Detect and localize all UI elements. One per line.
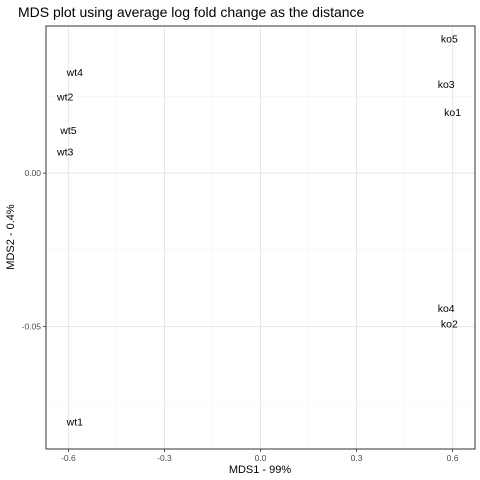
x-tick-label: 0.0 [255, 453, 267, 463]
point-label-wt1: wt1 [66, 416, 84, 428]
point-label-ko1: ko1 [444, 107, 461, 119]
point-label-ko3: ko3 [438, 79, 455, 91]
x-tick-label: -0.6 [61, 453, 76, 463]
point-label-ko5: ko5 [441, 33, 458, 45]
x-tick-label: 0.6 [447, 453, 459, 463]
axis-ticks: -0.6 -0.3 0.0 0.3 0.6 0.00 -0.05 [22, 168, 459, 463]
x-tick-label: 0.3 [351, 453, 363, 463]
y-axis-title: MDS2 - 0.4% [5, 204, 17, 270]
point-label-ko2: ko2 [441, 318, 458, 330]
x-axis-title: MDS1 - 99% [229, 464, 292, 476]
y-tick-label: -0.05 [22, 321, 42, 331]
point-label-wt2: wt2 [56, 92, 74, 104]
x-tick-label: -0.3 [157, 453, 172, 463]
y-tick-label: 0.00 [24, 168, 41, 178]
point-label-wt5: wt5 [59, 125, 77, 137]
point-label-wt4: wt4 [66, 67, 84, 79]
point-label-ko4: ko4 [438, 303, 455, 315]
point-label-wt3: wt3 [56, 147, 74, 159]
data-labels: wt1 wt2 wt3 wt4 wt5 ko1 ko2 ko3 ko4 ko5 [56, 33, 461, 428]
grid [46, 26, 475, 449]
chart-title: MDS plot using average log fold change a… [18, 4, 365, 20]
